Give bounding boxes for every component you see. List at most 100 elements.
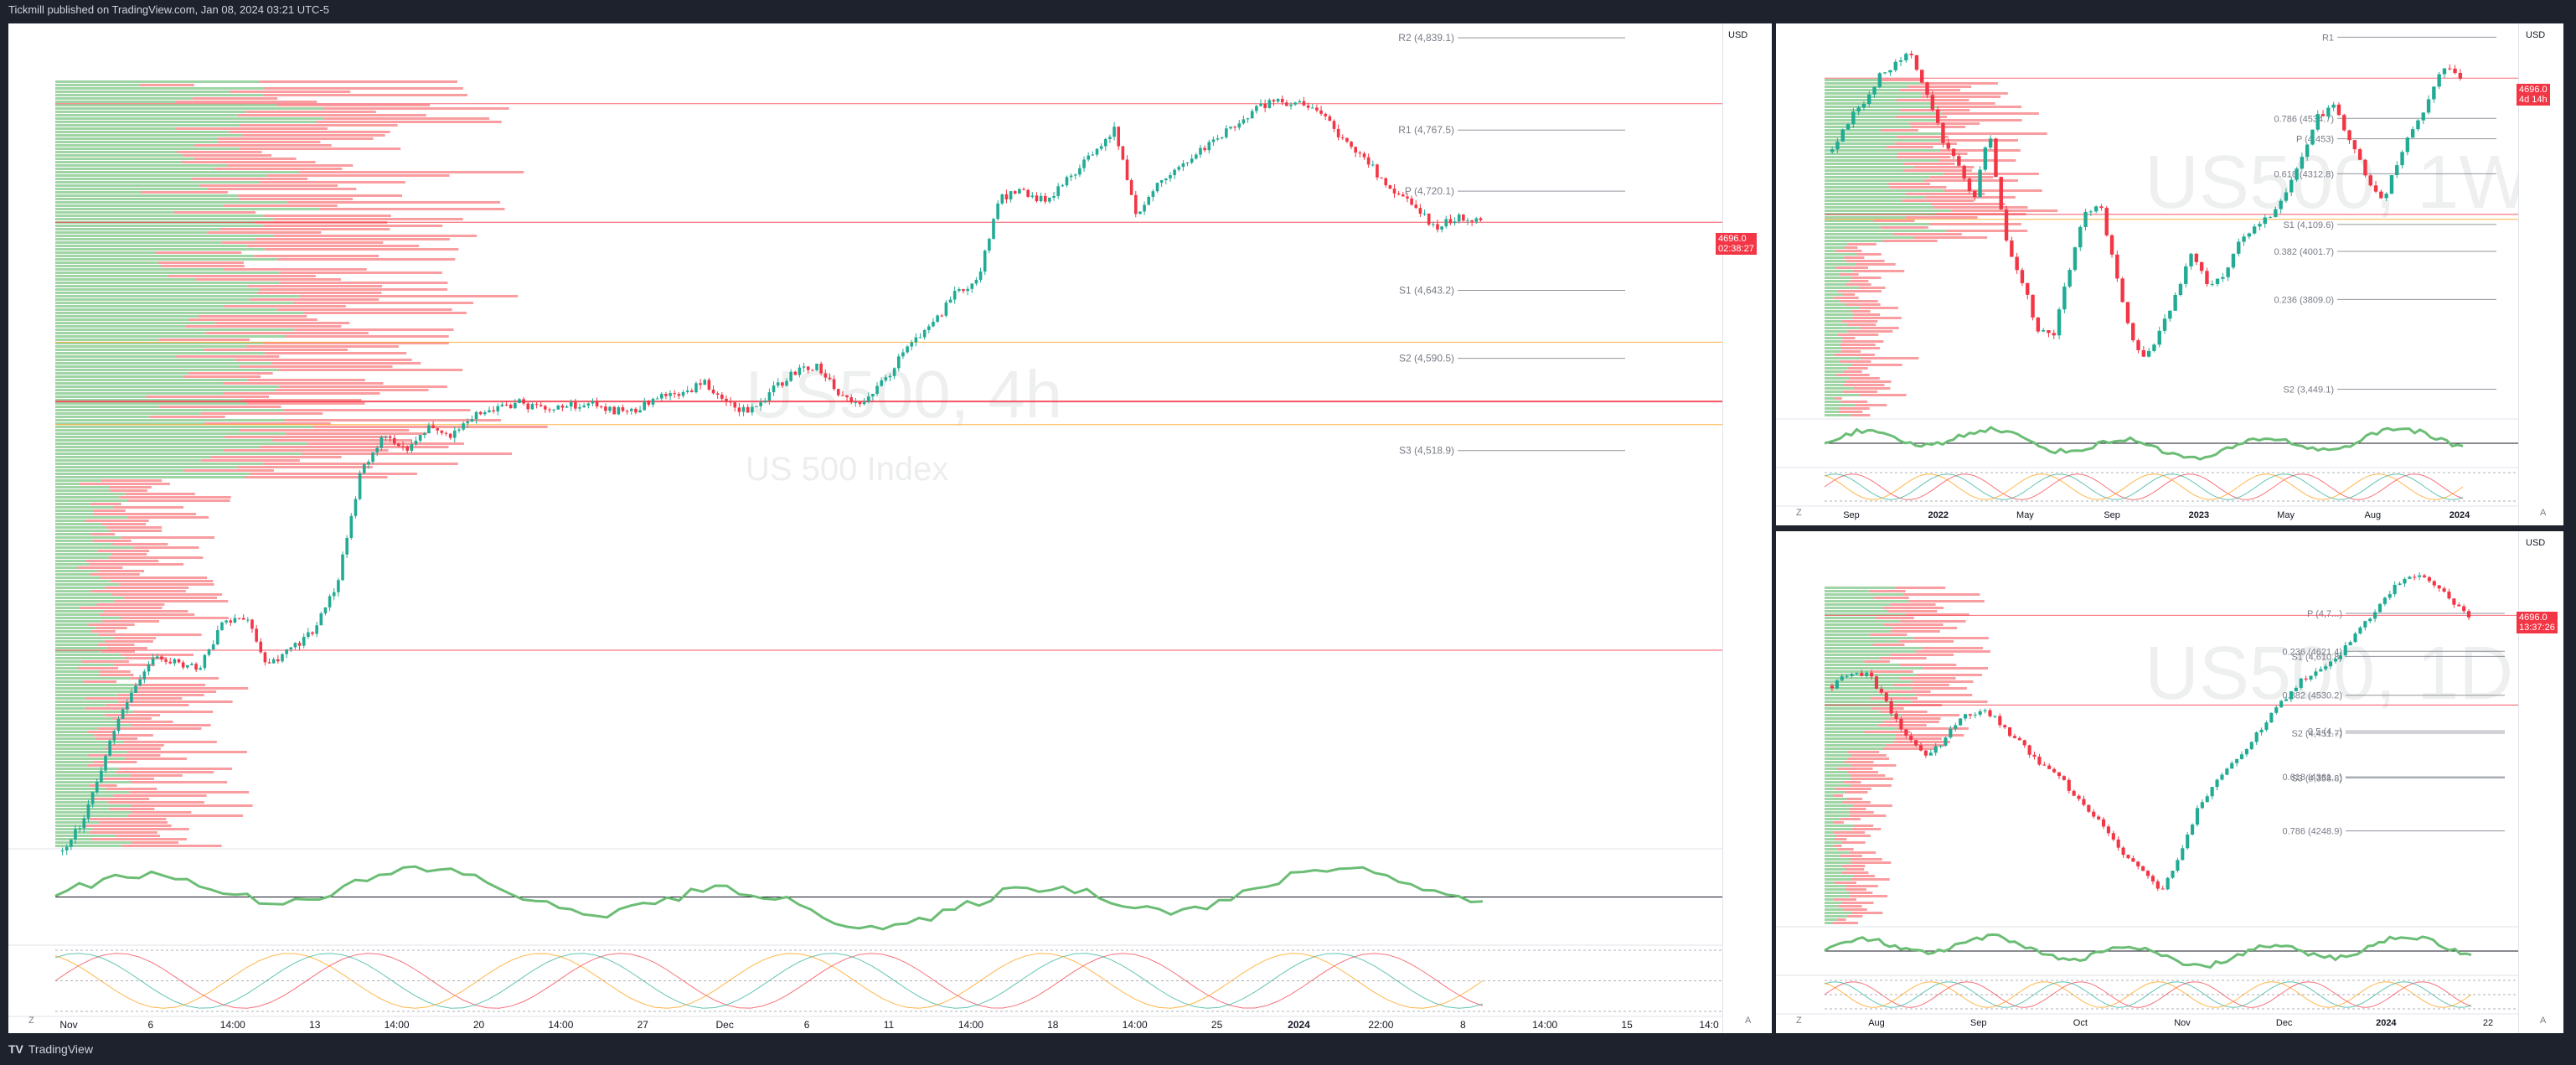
chart-panel-1d[interactable]: US500, 1D P (4,7...) 0.236 (4621.4) S1 (4,6… (1776, 531, 2563, 1033)
volume-profile-bar (1825, 701, 1913, 703)
volume-profile-bar (105, 587, 189, 589)
volume-profile-bar (278, 369, 463, 371)
price-scale-1d[interactable] (2518, 531, 2563, 1033)
volume-profile-bar (1825, 865, 1842, 867)
candle-body (2042, 764, 2047, 766)
candle-body (177, 659, 181, 663)
candle-body (108, 740, 111, 756)
candle-body (2171, 871, 2175, 878)
volume-profile-bar (1825, 841, 1842, 844)
candle-body (112, 731, 116, 741)
candle-body (293, 643, 297, 648)
candle-body (285, 649, 288, 654)
volume-profile-bar (183, 154, 272, 157)
volume-profile-bar (1905, 216, 1978, 219)
candle-body (2462, 606, 2466, 612)
candle-body (199, 668, 203, 670)
volume-profile-bar (1825, 193, 1907, 195)
candle-body (95, 782, 99, 793)
volume-profile-bar (55, 124, 240, 127)
volume-profile-bar (1839, 273, 1859, 276)
volume-profile-bar (229, 131, 390, 133)
volume-profile-bar (111, 593, 223, 596)
volume-profile-bar (92, 761, 137, 763)
volume-profile-bar (223, 268, 367, 271)
candle-body (90, 792, 95, 804)
chart-panel-4h[interactable]: US500, 4h US 500 Index R2 (4,839.1) R1 (4,7… (8, 23, 1772, 1033)
volume-profile-bar (55, 184, 200, 187)
volume-profile-bar (1846, 303, 1881, 306)
volume-profile-bar (192, 97, 278, 100)
candle-body (371, 452, 374, 463)
price-scale-4h[interactable] (1722, 23, 1772, 1033)
volume-profile-bar (1825, 721, 1883, 723)
volume-profile-bar (237, 466, 373, 468)
volume-profile-bar (79, 483, 170, 485)
time-scale-zoom-button[interactable]: Z (28, 1016, 34, 1026)
volume-profile-bar (1825, 169, 1904, 172)
auto-scale-button[interactable]: A (1745, 1016, 1752, 1026)
candle-body (2210, 787, 2214, 797)
volume-profile-bar (55, 191, 142, 194)
candle-body (2082, 799, 2086, 805)
candle-body (1840, 676, 1844, 680)
volume-profile-bar (1902, 199, 1975, 202)
volume-profile-bar (55, 251, 156, 254)
candle-body (746, 406, 750, 413)
candle-body (836, 389, 840, 395)
candle-body (2077, 795, 2081, 799)
volume-profile-bar (244, 476, 388, 478)
volume-profile-bar (223, 382, 384, 385)
volume-profile-bar (1825, 798, 1847, 800)
candle-body (100, 770, 103, 783)
volume-profile-bar (1871, 707, 1904, 710)
volume-profile-bar (262, 463, 458, 465)
time-tick-label: Aug (1868, 1018, 1885, 1028)
volume-profile-bar (1825, 885, 1846, 887)
volume-profile-bar (1825, 908, 1844, 911)
candle-body (1302, 101, 1306, 106)
volume-profile-bar (55, 530, 111, 532)
time-tick-label: Nov (2174, 1018, 2191, 1028)
candle-body (518, 399, 521, 403)
candle-body (1173, 169, 1176, 176)
candle-body (2368, 175, 2372, 186)
candle-body (1319, 110, 1323, 114)
volume-profile-bar (55, 335, 286, 338)
volume-profile-bar (55, 600, 115, 602)
candle-body (677, 394, 681, 396)
time-scale-zoom-button[interactable]: Z (1796, 508, 1802, 518)
time-scale-zoom-button[interactable]: Z (1796, 1016, 1802, 1026)
candle-body (2244, 749, 2248, 755)
candle-body (1951, 148, 1956, 157)
candle-body (2382, 597, 2387, 604)
candle-body (659, 394, 663, 399)
volume-profile-bar (55, 258, 278, 261)
volume-profile-bar (200, 412, 323, 415)
volume-profile-bar (1851, 364, 1902, 366)
chart-panel-1w[interactable]: US500, 1W R1 0.786 (4534.7) P (4,453) 0.618 … (1776, 23, 2563, 525)
candle-body (2210, 284, 2214, 286)
volume-profile-bar (1840, 401, 1868, 403)
volume-profile-bar (1836, 374, 1870, 376)
volume-profile-bar (55, 355, 177, 358)
volume-profile-bar (1880, 711, 1928, 713)
candle-body (2003, 725, 2007, 728)
volume-profile-bar (130, 774, 183, 777)
stochastic-line (54, 953, 1484, 1009)
volume-profile-bar (55, 87, 265, 90)
candle-body (2264, 722, 2269, 730)
volume-profile-bar (1835, 835, 1871, 837)
volume-profile-bar (1825, 657, 1881, 659)
volume-profile-bar (1825, 216, 1906, 219)
volume-profile-bar (1825, 136, 1897, 138)
chart-canvas-1d[interactable]: US500, 1DP (4,7...)0.236 (4621.4)S1 (4,6… (1776, 531, 2563, 1033)
auto-scale-button[interactable]: A (2540, 1016, 2547, 1026)
price-scale-1w[interactable] (2518, 23, 2563, 525)
candle-body (323, 607, 328, 614)
volume-profile-bar (1825, 85, 1908, 88)
candle-body (1402, 194, 1405, 197)
auto-scale-button[interactable]: A (2540, 508, 2547, 518)
